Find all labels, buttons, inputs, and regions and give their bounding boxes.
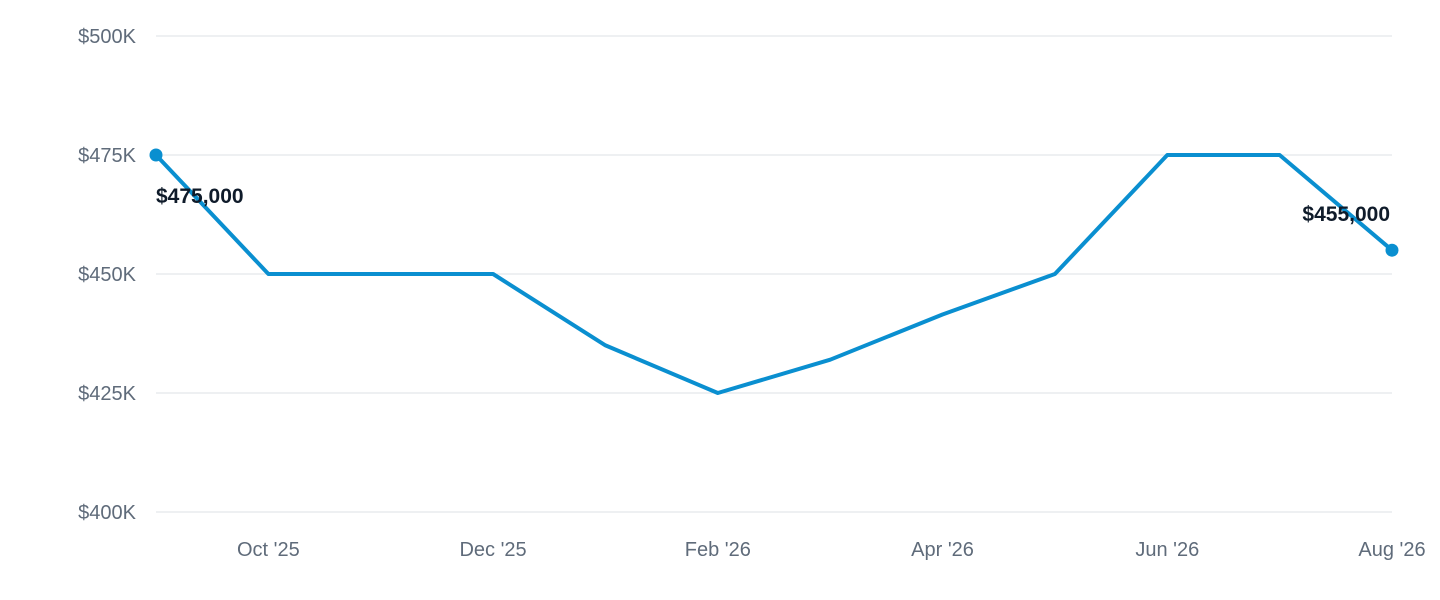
- data-label: $455,000: [1302, 203, 1390, 226]
- series-layer: [154, 153, 1394, 395]
- x-tick-label: Feb '26: [685, 539, 751, 561]
- y-tick-label: $400K: [78, 502, 136, 524]
- y-tick-label: $475K: [78, 145, 136, 167]
- y-axis-ticks: $400K $425K $450K $475K $500K: [78, 26, 136, 524]
- x-tick-label: Apr '26: [911, 539, 974, 561]
- x-tick-label: Oct '25: [237, 539, 300, 561]
- y-tick-label: $500K: [78, 26, 136, 48]
- series-line: [154, 153, 1394, 395]
- x-tick-label: Aug '26: [1358, 539, 1425, 561]
- x-tick-label: Dec '25: [459, 539, 526, 561]
- y-tick-label: $450K: [78, 264, 136, 286]
- x-axis-ticks: Oct '25 Dec '25 Feb '26 Apr '26 Jun '26 Aug '…: [237, 539, 1426, 561]
- y-tick-label: $425K: [78, 383, 136, 405]
- data-label: $475,000: [156, 185, 244, 208]
- marker-layer: [149, 148, 1399, 257]
- data-point-marker: [1385, 243, 1399, 257]
- x-tick-label: Jun '26: [1135, 539, 1199, 561]
- data-label-layer: $475,000 $455,000: [156, 185, 1390, 226]
- data-point-marker: [149, 148, 163, 162]
